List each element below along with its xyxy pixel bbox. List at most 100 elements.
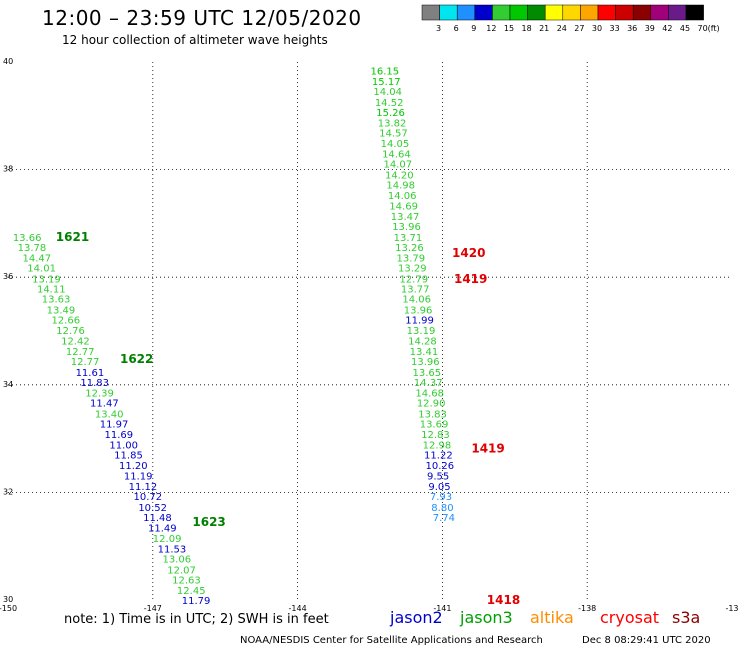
- y-tick-label: 36: [3, 272, 13, 281]
- pass-number-label: 1419: [471, 441, 504, 455]
- colorbar-unit: (ft): [708, 24, 720, 33]
- colorbar-swatch: [474, 4, 493, 21]
- wave-height-label: 7.93: [430, 492, 452, 503]
- wave-height-label: 14.98: [386, 181, 415, 192]
- satellite-legend-s3a: s3a: [672, 608, 701, 627]
- satellite-legend-cryosat: cryosat: [600, 608, 660, 627]
- colorbar-swatch: [650, 4, 669, 21]
- wave-height-label: 14.69: [389, 202, 418, 213]
- colorbar-label: 36: [627, 24, 637, 33]
- wave-height-label: 15.26: [376, 108, 405, 119]
- pass-number-label: 1622: [120, 352, 153, 366]
- wave-height-label: 12.98: [423, 441, 452, 452]
- wave-height-label: 11.22: [424, 451, 453, 462]
- wave-height-label: 13.63: [42, 295, 71, 306]
- wave-height-label: 11.99: [405, 316, 434, 327]
- wave-height-label: 12.90: [417, 399, 446, 410]
- wave-height-label: 12.39: [85, 388, 114, 399]
- x-tick-label: -147: [144, 604, 162, 613]
- wave-height-label: 14.06: [388, 191, 417, 202]
- wave-height-label: 14.06: [402, 295, 431, 306]
- wave-height-label: 11.48: [143, 513, 172, 524]
- wave-height-label: 14.01: [27, 264, 56, 275]
- colorbar-swatch: [492, 4, 511, 21]
- wave-height-label: 8.80: [431, 503, 453, 514]
- plot-grid: [8, 62, 732, 600]
- colorbar-label: 42: [662, 24, 672, 33]
- colorbar-label: 15: [504, 24, 514, 33]
- satellite-legend-jason3: jason3: [460, 608, 513, 627]
- x-tick-label: -13: [725, 604, 738, 613]
- wave-height-label: 14.64: [382, 149, 411, 160]
- wave-height-label: 14.05: [381, 139, 410, 150]
- wave-height-label: 12.76: [56, 326, 85, 337]
- wave-height-label: 13.96: [392, 222, 421, 233]
- wave-height-label: 13.96: [404, 305, 433, 316]
- pass-number-label: 1418: [487, 593, 520, 607]
- colorbar-swatch: [615, 4, 634, 21]
- y-tick-label: 38: [3, 165, 13, 174]
- y-axis-ticks: 30 32 34 36 38 40: [3, 57, 13, 604]
- wave-height-label: 13.78: [18, 243, 47, 254]
- wave-height-label: 11.85: [114, 451, 143, 462]
- colorbar-label: 30: [592, 24, 602, 33]
- wave-height-label: 14.20: [385, 170, 414, 181]
- wave-height-label: 13.19: [407, 326, 436, 337]
- colorbar-swatch: [456, 4, 476, 21]
- wave-height-label: 11.47: [90, 399, 119, 410]
- y-tick-label: 34: [3, 380, 13, 389]
- satellite-legend-jason2: jason2: [390, 608, 443, 627]
- wave-height-label: 13.66: [13, 233, 42, 244]
- colorbar-swatch: [580, 4, 599, 21]
- wave-height-label: 14.28: [408, 337, 437, 348]
- colorbar-label: 21: [539, 24, 549, 33]
- x-tick-label: -141: [433, 604, 451, 613]
- wave-height-label: 12.77: [66, 347, 95, 358]
- wave-height-label: 14.57: [379, 128, 408, 139]
- wave-height-label: 12.45: [177, 586, 206, 597]
- wave-height-label: 11.53: [158, 544, 187, 555]
- colorbar-swatch: [597, 4, 616, 21]
- y-tick-label: 32: [3, 487, 13, 496]
- pass-number-label: 1621: [56, 230, 89, 244]
- wave-height-points: 16.1515.1714.0414.5215.2613.8214.5714.05…: [13, 67, 455, 607]
- colorbar-label: 12: [486, 24, 496, 33]
- colorbar-swatch: [421, 4, 440, 21]
- wave-height-label: 12.79: [399, 274, 428, 285]
- wave-height-label: 11.79: [182, 596, 211, 607]
- wave-height-label: 14.68: [415, 388, 444, 399]
- colorbar-swatch: [685, 4, 704, 21]
- footer-credit: NOAA/NESDIS Center for Satellite Applica…: [240, 635, 543, 646]
- x-axis-ticks: -150 -147 -144 -141 -138 -13: [0, 604, 739, 613]
- colorbar-swatch: [632, 4, 652, 21]
- wave-height-label: 12.07: [167, 565, 196, 576]
- pass-number-label: 1623: [192, 515, 225, 529]
- satellite-legend-altika: altika: [530, 608, 574, 627]
- wave-height-label: 13.77: [401, 284, 430, 295]
- colorbar-label: 18: [522, 24, 532, 33]
- colorbar-swatch: [439, 4, 458, 21]
- wave-height-label: 10.72: [133, 492, 162, 503]
- wave-height-label: 12.42: [61, 337, 90, 348]
- wave-height-label: 12.09: [153, 534, 182, 545]
- y-tick-label: 30: [3, 595, 13, 604]
- wave-height-label: 16.15: [370, 67, 399, 78]
- wave-height-label: 12.77: [71, 357, 100, 368]
- pass-number-label: 1419: [454, 272, 487, 286]
- colorbar-swatch: [509, 4, 528, 21]
- footer-note: note: 1) Time is in UTC; 2) SWH is in fe…: [64, 612, 329, 627]
- colorbar-label: 70: [698, 24, 708, 33]
- x-tick-label: -150: [0, 604, 17, 613]
- wave-height-label: 11.49: [148, 523, 177, 534]
- wave-height-label: 13.40: [95, 409, 124, 420]
- wave-height-label: 11.83: [80, 378, 109, 389]
- wave-height-label: 13.96: [411, 357, 440, 368]
- wave-height-label: 14.04: [373, 87, 402, 98]
- colorbar-swatch: [527, 4, 546, 21]
- wave-height-label: 13.65: [412, 368, 441, 379]
- x-tick-label: -144: [289, 604, 307, 613]
- wave-height-label: 13.71: [394, 233, 423, 244]
- footer-timestamp: Dec 8 08:29:41 UTC 2020: [582, 635, 711, 646]
- wave-height-label: 11.20: [119, 461, 148, 472]
- colorbar-label: 24: [557, 24, 567, 33]
